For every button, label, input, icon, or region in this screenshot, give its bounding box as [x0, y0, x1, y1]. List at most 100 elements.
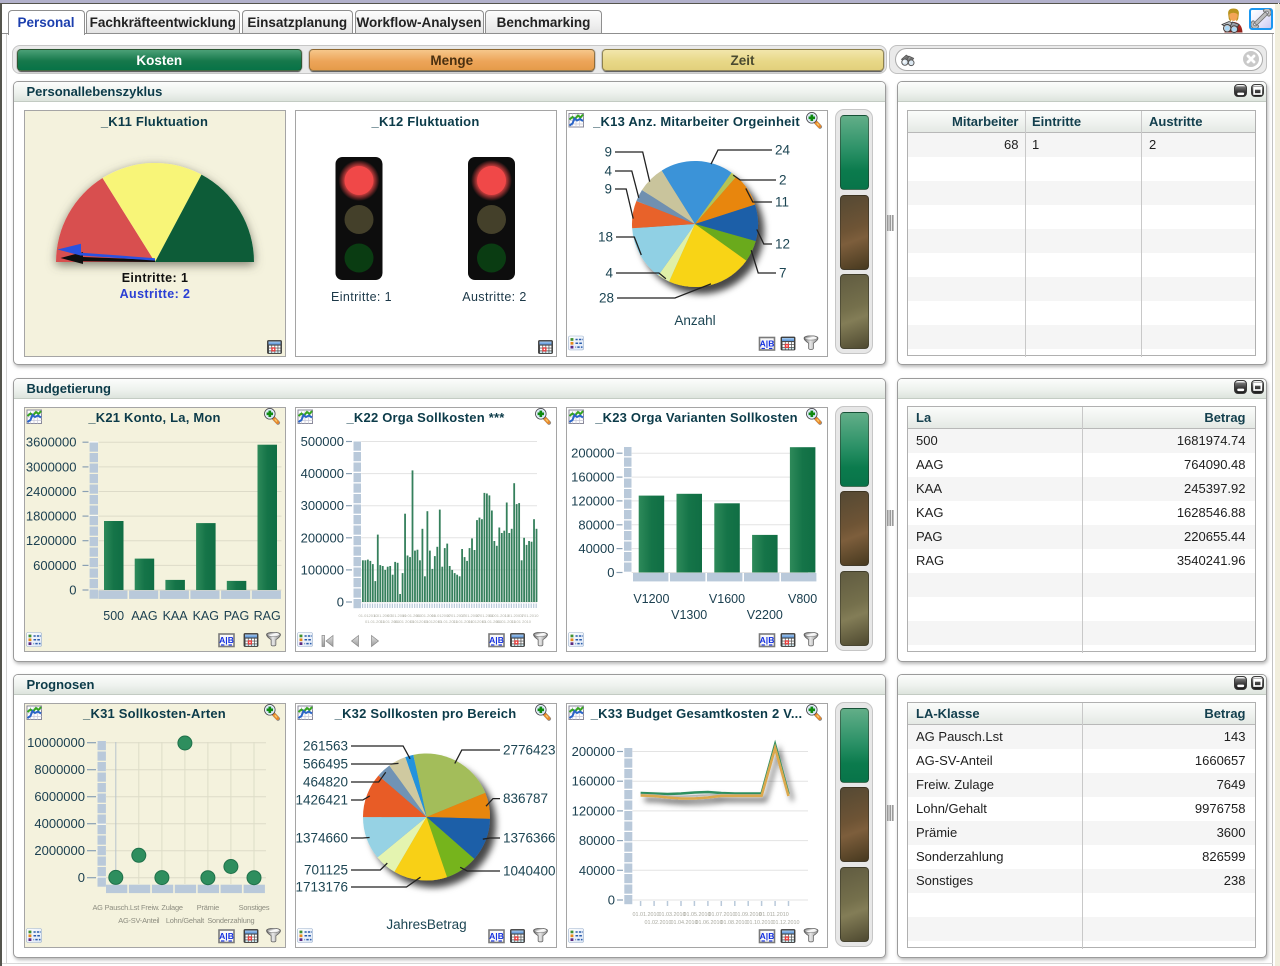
- svg-text:1713176: 1713176: [295, 880, 348, 895]
- svg-text:7: 7: [779, 266, 787, 281]
- svg-text:AG-SV-Anteil: AG-SV-Anteil: [118, 916, 160, 925]
- svg-text:261563: 261563: [303, 739, 348, 754]
- svg-text:RAG: RAG: [254, 609, 281, 623]
- svg-text:0701.2010: 0701.2010: [476, 613, 496, 618]
- svg-text:A|B: A|B: [489, 635, 504, 645]
- svg-text:100000: 100000: [301, 562, 344, 577]
- svg-text:464820: 464820: [303, 775, 348, 790]
- svg-text:01.01 2010: 01.01 2010: [380, 619, 401, 624]
- svg-text:01.05.2010: 01.05.2010: [684, 912, 711, 918]
- svg-text:01.011.2010: 01.011.2010: [759, 912, 789, 918]
- svg-text:0701.2010: 0701.2010: [461, 613, 481, 618]
- svg-text:KAG: KAG: [193, 609, 219, 623]
- svg-text:V800: V800: [788, 592, 817, 606]
- svg-text:01.01 2010: 01.01 2010: [511, 619, 532, 624]
- svg-text:1426421: 1426421: [295, 793, 348, 808]
- svg-text:01.09.2010: 01.09.2010: [735, 912, 762, 918]
- svg-text:0701.2010: 0701.2010: [447, 613, 467, 618]
- svg-text:300000: 300000: [301, 498, 344, 513]
- svg-text:PAG: PAG: [224, 609, 249, 623]
- svg-text:24: 24: [775, 143, 791, 158]
- svg-text:40000: 40000: [579, 863, 615, 878]
- svg-text:01.012010: 01.012010: [359, 613, 379, 618]
- svg-text:0701.2010: 0701.2010: [388, 613, 408, 618]
- svg-text:01.06.2010: 01.06.2010: [696, 920, 723, 926]
- svg-text:Anzahl: Anzahl: [674, 313, 715, 328]
- svg-text:01012010: 01012010: [410, 619, 429, 624]
- svg-text:V1600: V1600: [709, 592, 745, 606]
- svg-text:2400000: 2400000: [26, 484, 77, 499]
- svg-text:0: 0: [337, 595, 344, 610]
- svg-text:A|B: A|B: [219, 635, 234, 645]
- svg-text:500000: 500000: [301, 434, 344, 449]
- svg-text:0: 0: [69, 583, 76, 598]
- svg-text:V1200: V1200: [633, 592, 669, 606]
- svg-text:0701.2010: 0701.2010: [520, 613, 540, 618]
- svg-text:1040400: 1040400: [503, 864, 556, 879]
- svg-text:Freiw. Zulage: Freiw. Zulage: [141, 903, 183, 912]
- svg-text:200000: 200000: [572, 744, 615, 759]
- svg-text:3600000: 3600000: [26, 435, 77, 450]
- svg-text:01.04.2010: 01.04.2010: [671, 920, 698, 926]
- svg-text:01.01.2010: 01.01.2010: [453, 619, 474, 624]
- svg-text:0: 0: [608, 893, 615, 908]
- svg-text:A|B: A|B: [489, 931, 504, 941]
- svg-text:A|B: A|B: [760, 339, 775, 349]
- svg-text:9: 9: [604, 145, 612, 160]
- svg-text:160000: 160000: [572, 774, 615, 789]
- svg-text:KAA: KAA: [163, 609, 189, 623]
- svg-text:A|B: A|B: [760, 635, 775, 645]
- svg-text:18: 18: [598, 230, 613, 245]
- svg-text:701125: 701125: [304, 863, 348, 878]
- svg-text:200000: 200000: [571, 446, 614, 461]
- svg-text:11: 11: [775, 195, 789, 210]
- svg-text:AG Pausch.Lst: AG Pausch.Lst: [92, 903, 139, 912]
- svg-text:400000: 400000: [301, 466, 344, 481]
- svg-text:1200000: 1200000: [26, 533, 77, 548]
- svg-text:01.01.2010: 01.01.2010: [438, 619, 459, 624]
- svg-text:01 01.2010: 01 01.2010: [489, 613, 510, 618]
- svg-text:01.012010: 01.012010: [432, 613, 452, 618]
- svg-text:01012010: 01012010: [424, 619, 443, 624]
- svg-text:4000000: 4000000: [34, 816, 85, 831]
- svg-text:V1300: V1300: [671, 608, 707, 622]
- svg-text:1800000: 1800000: [26, 509, 77, 524]
- svg-text:40000: 40000: [578, 541, 614, 556]
- svg-text:01 01.2010: 01 01.2010: [402, 613, 423, 618]
- svg-text:01.01.2010: 01.01.2010: [496, 619, 517, 624]
- svg-text:Sonstiges: Sonstiges: [239, 903, 270, 912]
- svg-text:0: 0: [607, 565, 614, 580]
- svg-text:6000000: 6000000: [34, 789, 85, 804]
- svg-text:A|B: A|B: [760, 931, 775, 941]
- svg-text:0: 0: [78, 870, 85, 885]
- svg-text:01 01.2010: 01 01.2010: [416, 613, 437, 618]
- svg-text:28: 28: [599, 291, 614, 306]
- svg-text:4: 4: [604, 164, 612, 179]
- svg-text:1.01.200 1: 1.01.200 1: [374, 613, 394, 618]
- svg-text:01.01 2010: 01.01 2010: [394, 619, 415, 624]
- svg-text:V2200: V2200: [747, 608, 783, 622]
- svg-text:500: 500: [103, 609, 124, 623]
- svg-text:80000: 80000: [579, 833, 615, 848]
- svg-text:120000: 120000: [572, 803, 615, 818]
- svg-text:01.01.2010: 01.01.2010: [482, 619, 503, 624]
- svg-text:566495: 566495: [303, 757, 348, 772]
- svg-text:AAG: AAG: [131, 609, 157, 623]
- svg-text:12: 12: [775, 237, 790, 252]
- svg-text:01.10.2010: 01.10.2010: [747, 920, 774, 926]
- svg-text:4: 4: [605, 266, 613, 281]
- svg-text:01.07.2010: 01.07.2010: [709, 912, 736, 918]
- svg-text:01.01.2010: 01.01.2010: [365, 619, 386, 624]
- svg-text:01.01.2010: 01.01.2010: [633, 912, 660, 918]
- svg-text:8000000: 8000000: [34, 762, 85, 777]
- svg-text:160000: 160000: [571, 470, 614, 485]
- svg-text:1376366: 1376366: [503, 831, 556, 846]
- svg-text:120000: 120000: [571, 493, 614, 508]
- svg-text:2776423: 2776423: [503, 743, 556, 758]
- svg-text:A|B: A|B: [219, 931, 234, 941]
- svg-text:01.03.2010: 01.03.2010: [659, 912, 686, 918]
- svg-text:1.01.200 1: 1.01.200 1: [505, 613, 525, 618]
- svg-text:Sonderzahlung: Sonderzahlung: [207, 916, 254, 925]
- svg-text:200000: 200000: [301, 530, 344, 545]
- svg-text:01012010: 01012010: [468, 619, 487, 624]
